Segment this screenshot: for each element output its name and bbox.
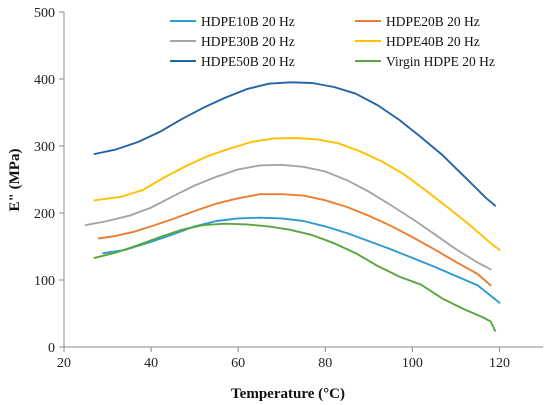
- y-tick-label: 0: [48, 341, 55, 356]
- legend-label-6: Virgin HDPE 20 Hz: [386, 54, 495, 69]
- legend-label-5: HDPE50B 20 Hz: [201, 54, 295, 69]
- legend-label-1: HDPE10B 20 Hz: [201, 14, 295, 29]
- y-tick-label: 400: [34, 73, 55, 88]
- series-lines: [84, 81, 501, 332]
- y-tick-label: 300: [34, 140, 55, 155]
- x-axis-title: Temperature (°C): [231, 386, 345, 402]
- x-tick-label: 120: [489, 356, 510, 371]
- x-tick-label: 80: [318, 356, 332, 371]
- x-tick-label: 20: [57, 356, 71, 371]
- x-tick-label: 60: [231, 356, 245, 371]
- axis-ticks: 20 40 60 80 100 120 0 100 200 300 400 500: [34, 6, 510, 371]
- series-line-2: [97, 193, 492, 287]
- series-line-3: [84, 163, 492, 271]
- y-axis-title: E" (MPa): [7, 149, 23, 212]
- series-line-6: [93, 222, 497, 332]
- y-tick-label: 200: [34, 207, 55, 222]
- plot-area: [63, 12, 543, 348]
- series-line-1: [102, 216, 501, 304]
- legend: HDPE10B 20 Hz HDPE20B 20 Hz HDPE30B 20 Hz H…: [170, 14, 495, 69]
- y-tick-label: 100: [34, 274, 55, 289]
- legend-label-2: HDPE20B 20 Hz: [386, 14, 480, 29]
- legend-label-4: HDPE40B 20 Hz: [386, 34, 480, 49]
- series-line-5: [93, 81, 497, 207]
- legend-label-3: HDPE30B 20 Hz: [201, 34, 295, 49]
- x-tick-label: 40: [144, 356, 158, 371]
- x-tick-label: 100: [402, 356, 423, 371]
- series-line-4: [93, 137, 501, 251]
- y-tick-label: 500: [34, 6, 55, 21]
